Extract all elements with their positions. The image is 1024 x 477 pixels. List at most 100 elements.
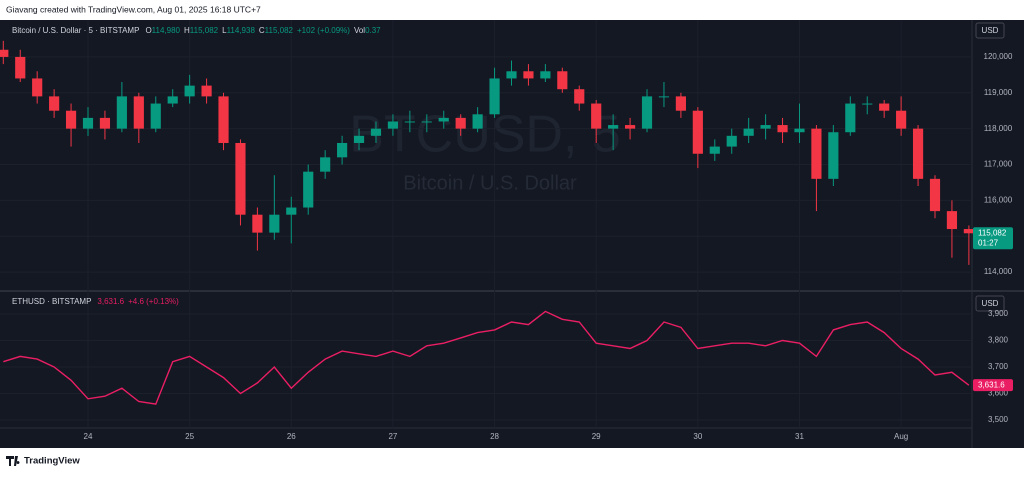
candle-body — [658, 96, 670, 98]
candle-body — [218, 96, 229, 143]
candle-body — [591, 103, 602, 129]
x-tick-label: 27 — [388, 432, 397, 441]
candle-body — [811, 128, 822, 179]
candle-body — [320, 157, 331, 172]
candle-body — [574, 89, 585, 104]
x-tick-label: 31 — [795, 432, 804, 441]
currency-button[interactable] — [975, 295, 1005, 312]
ohlc-key: C — [259, 26, 265, 35]
x-tick-label: 24 — [84, 432, 93, 441]
x-tick-label: Aug — [894, 432, 908, 441]
candle-body — [65, 110, 77, 129]
candle-body — [794, 128, 805, 133]
candle-body — [929, 178, 941, 212]
candle-body — [167, 96, 178, 104]
candle-body — [946, 211, 958, 230]
candle-body — [760, 125, 771, 129]
series-name: ETHUSD · BITSTAMP — [12, 297, 91, 306]
ohlc-value: 115,082 — [190, 26, 219, 35]
watermark: BTCUSD, 5 — [349, 106, 621, 164]
y-tick-label: 114,000 — [984, 267, 1013, 276]
currency-button[interactable] — [975, 22, 1005, 39]
candle-body — [862, 103, 873, 105]
y-tick-label: 3,900 — [988, 309, 1009, 318]
last-price-legend: 3,631.6 — [97, 297, 124, 306]
countdown: 01:27 — [978, 238, 999, 247]
candle-body — [99, 117, 111, 129]
last-price-tag — [973, 379, 1013, 392]
y-tick-label: 3,800 — [988, 336, 1009, 345]
candle-body — [777, 125, 788, 133]
candle-body — [912, 128, 924, 179]
last-price: 3,631.6 — [978, 380, 1005, 389]
candle-body — [421, 121, 432, 123]
candle-body — [184, 85, 195, 97]
candle-body — [709, 146, 720, 154]
candle-body — [353, 135, 365, 143]
x-tick-label: 29 — [592, 432, 601, 441]
candle-body — [116, 96, 127, 129]
price-line — [3, 310, 970, 405]
candle-body — [49, 96, 60, 111]
candle-body — [675, 96, 686, 111]
candle-body — [641, 96, 653, 129]
volume-key: Vol — [354, 26, 365, 35]
header-text: Giavang created with TradingView.com, Au… — [6, 4, 261, 14]
y-tick-label: 116,000 — [984, 195, 1013, 204]
candle-body — [896, 110, 907, 129]
candle-body — [269, 214, 280, 233]
candle-body — [32, 78, 43, 97]
ohlc-value: 115,082 — [265, 26, 294, 35]
last-price: 115,082 — [978, 228, 1007, 237]
candle-body — [726, 135, 737, 147]
chart-bg — [0, 20, 1024, 448]
candle-body — [404, 121, 415, 123]
candle-body — [201, 85, 212, 97]
candle-body — [387, 121, 399, 129]
change: +4.6 (+0.13%) — [128, 297, 179, 306]
candle-body — [540, 71, 551, 79]
x-tick-label: 28 — [490, 432, 499, 441]
ohlc-value: 114,980 — [152, 26, 181, 35]
candle-body — [370, 128, 382, 136]
candle-body — [438, 117, 449, 122]
y-tick-label: 3,600 — [988, 389, 1009, 398]
ohlc-key: L — [222, 26, 227, 35]
y-tick-label: 118,000 — [984, 124, 1013, 133]
candle-body — [337, 142, 348, 158]
candle-body — [252, 214, 263, 233]
y-tick-label: 3,500 — [988, 415, 1009, 424]
candle-body — [472, 114, 483, 129]
candle-body — [0, 49, 9, 57]
candle-body — [963, 229, 974, 234]
candle-body — [82, 117, 94, 129]
change: +102 (+0.09%) — [297, 26, 350, 35]
footer-logo — [6, 456, 20, 466]
y-tick-label: 120,000 — [984, 52, 1013, 61]
x-tick-label: 25 — [185, 432, 194, 441]
candle-body — [624, 125, 636, 129]
candle-body — [845, 103, 856, 133]
candle-body — [150, 103, 161, 129]
watermark-subtitle: Bitcoin / U.S. Dollar — [403, 172, 577, 194]
candle-body — [608, 125, 619, 129]
currency: USD — [982, 26, 999, 35]
candle-body — [455, 117, 466, 129]
candle-body — [692, 110, 703, 154]
symbol-label: Bitcoin / U.S. Dollar · 5 · BITSTAMP — [12, 26, 139, 35]
candle-body — [303, 171, 314, 208]
candle-body — [15, 56, 26, 79]
candle-body — [506, 71, 517, 79]
y-tick-label: 119,000 — [984, 88, 1013, 97]
currency: USD — [982, 299, 999, 308]
candle-body — [879, 103, 890, 111]
x-tick-label: 26 — [287, 432, 296, 441]
candle-body — [743, 128, 754, 136]
candle-body — [557, 71, 568, 90]
ohlc-value: 114,938 — [227, 26, 256, 35]
candle-body — [828, 132, 839, 179]
last-price-tag — [973, 227, 1013, 250]
y-tick-label: 3,700 — [988, 362, 1009, 371]
